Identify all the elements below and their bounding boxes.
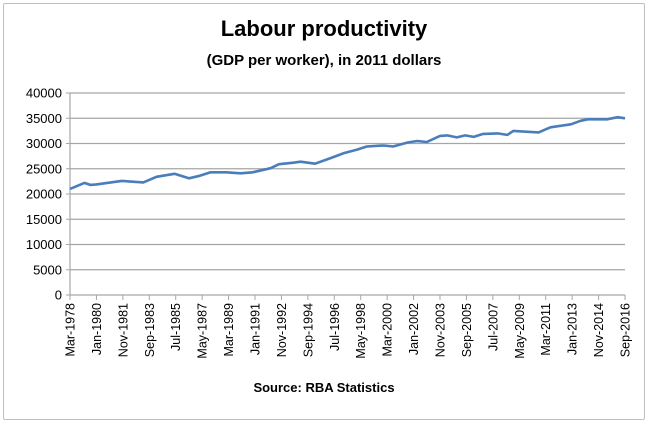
x-tick-label: Sep-2005: [460, 303, 474, 357]
x-tick-label: Jan-2013: [566, 303, 580, 355]
chart-subtitle: (GDP per worker), in 2011 dollars: [206, 52, 442, 69]
y-tick-label: 15000: [26, 212, 62, 227]
x-tick-label: Mar-2000: [381, 303, 395, 357]
x-tick-label: Jul-2007: [486, 303, 500, 351]
x-tick-label: Sep-2016: [619, 303, 633, 357]
x-tick-label: Sep-1983: [143, 303, 157, 357]
y-tick-label: 10000: [26, 237, 62, 252]
x-tick-label: Jul-1996: [328, 303, 342, 351]
x-tick-label: Nov-2003: [434, 303, 448, 357]
y-tick-label: 30000: [26, 136, 62, 151]
y-tick-label: 40000: [26, 86, 62, 101]
y-tick-label: 5000: [33, 262, 62, 277]
x-tick-label: Mar-2011: [539, 303, 553, 356]
x-tick-label: May-1998: [354, 303, 368, 359]
x-tick-label: Mar-1978: [64, 303, 78, 357]
x-tick-label: Nov-1992: [275, 303, 289, 357]
y-tick-label: 35000: [26, 111, 62, 126]
chart-source: Source: RBA Statistics: [253, 380, 395, 395]
y-tick-label: 0: [55, 288, 62, 303]
x-tick-label: Jan-2002: [407, 303, 421, 355]
x-tick-label: Jan-1991: [249, 303, 263, 355]
series-line: [69, 115, 626, 191]
x-tick-label: Sep-1994: [301, 303, 315, 357]
x-tick-label: Jul-1985: [169, 303, 183, 351]
x-tick-label: May-2009: [513, 303, 527, 359]
x-tick-label: Jan-1980: [90, 303, 104, 355]
x-tick-label: Mar-1989: [222, 303, 236, 357]
y-tick-label: 25000: [26, 161, 62, 176]
x-tick-label: Nov-2014: [592, 303, 606, 357]
x-tick-label: Nov-1981: [116, 303, 130, 357]
y-tick-label: 20000: [26, 187, 62, 202]
chart-frame: [3, 3, 645, 420]
x-tick-label: May-1987: [196, 303, 210, 359]
chart-title: Labour productivity: [220, 16, 428, 41]
